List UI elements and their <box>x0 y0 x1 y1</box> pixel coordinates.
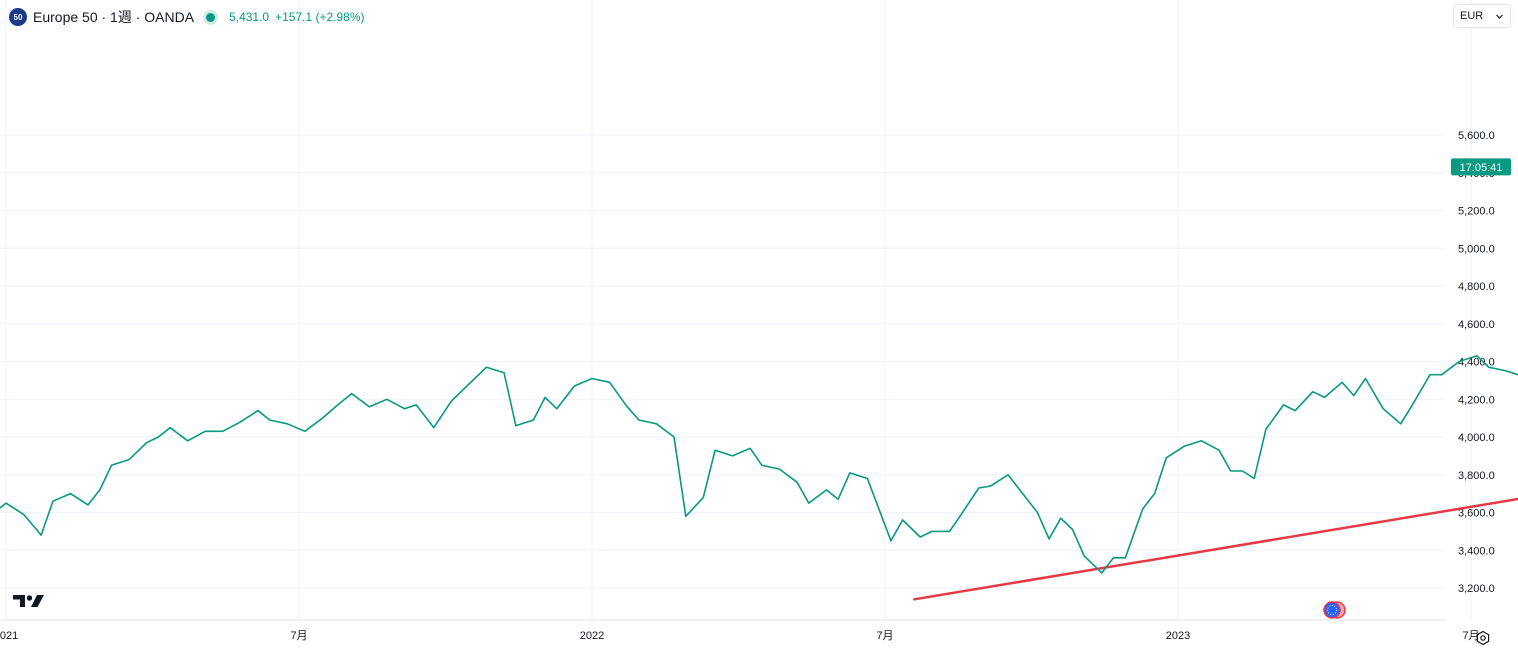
time-tick-label: 2022 <box>580 630 604 642</box>
economic-event-icon[interactable] <box>1322 600 1352 620</box>
price-axis[interactable]: 3,200.0 3,400.0 3,600.0 3,800.0 4,000.0 4,200… <box>1458 130 1495 595</box>
symbol-badge-icon[interactable]: 50 <box>9 8 27 26</box>
time-tick-label: 7月 <box>876 630 893 642</box>
drawing-layer[interactable] <box>913 147 1518 601</box>
price-tick-label: 4,800.0 <box>1458 281 1495 293</box>
time-axis[interactable]: 20217月20227月20237月20247月20257月 <box>0 630 1518 642</box>
currency-button[interactable]: EUR <box>1453 4 1511 28</box>
symbol-title[interactable]: Europe 50 · 1週 · OANDA <box>33 9 195 25</box>
price-tick-label: 4,200.0 <box>1458 394 1495 406</box>
price-tick-label: 4,000.0 <box>1458 432 1495 444</box>
price-tick-label: 4,600.0 <box>1458 319 1495 331</box>
support-trendline[interactable] <box>913 229 1518 601</box>
chevron-down-icon <box>1496 14 1503 19</box>
time-tick-label: 7月 <box>1462 630 1479 642</box>
symbol-legend[interactable]: 50 Europe 50 · 1週 · OANDA 5,431.0 +157.1… <box>9 7 365 27</box>
time-tick-label: 2023 <box>1166 630 1190 642</box>
last-price: 5,431.0 <box>229 10 270 24</box>
price-tick-label: 3,800.0 <box>1458 470 1495 482</box>
price-tick-label: 3,200.0 <box>1458 583 1495 595</box>
time-tick-label: 7月 <box>290 630 307 642</box>
gear-icon[interactable] <box>1475 630 1491 646</box>
price-tick-label: 5,600.0 <box>1458 130 1495 142</box>
currency-label: EUR <box>1460 10 1484 22</box>
countdown-text: 17:05:41 <box>1460 162 1503 174</box>
series-layer[interactable] <box>0 150 1518 574</box>
price-label-background <box>1451 158 1511 176</box>
price-tick-label: 3,600.0 <box>1458 508 1495 520</box>
time-tick-label: 2021 <box>0 630 18 642</box>
tradingview-logo-icon[interactable] <box>13 593 45 609</box>
price-series-line[interactable] <box>0 150 1518 574</box>
price-change: +157.1 (+2.98%) <box>275 10 365 24</box>
countdown-price-label: 17:05:41 <box>1451 158 1511 176</box>
market-status-icon[interactable] <box>206 12 216 22</box>
price-tick-label: 5,200.0 <box>1458 206 1495 218</box>
price-tick-label: 5,000.0 <box>1458 243 1495 255</box>
price-tick-label: 3,400.0 <box>1458 545 1495 557</box>
grid-lines <box>0 0 1472 620</box>
